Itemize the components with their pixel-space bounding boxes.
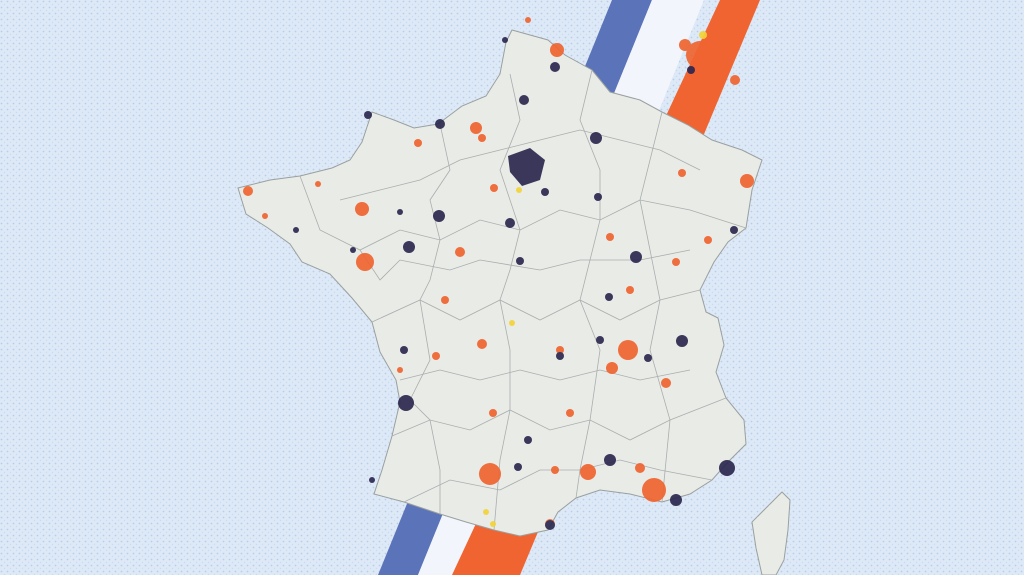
corsica xyxy=(751,491,791,575)
city-dots xyxy=(243,17,754,530)
dark-dots xyxy=(293,37,738,530)
yellow-dots xyxy=(483,31,707,527)
department-borders xyxy=(299,69,747,531)
france-mainland xyxy=(237,29,763,537)
